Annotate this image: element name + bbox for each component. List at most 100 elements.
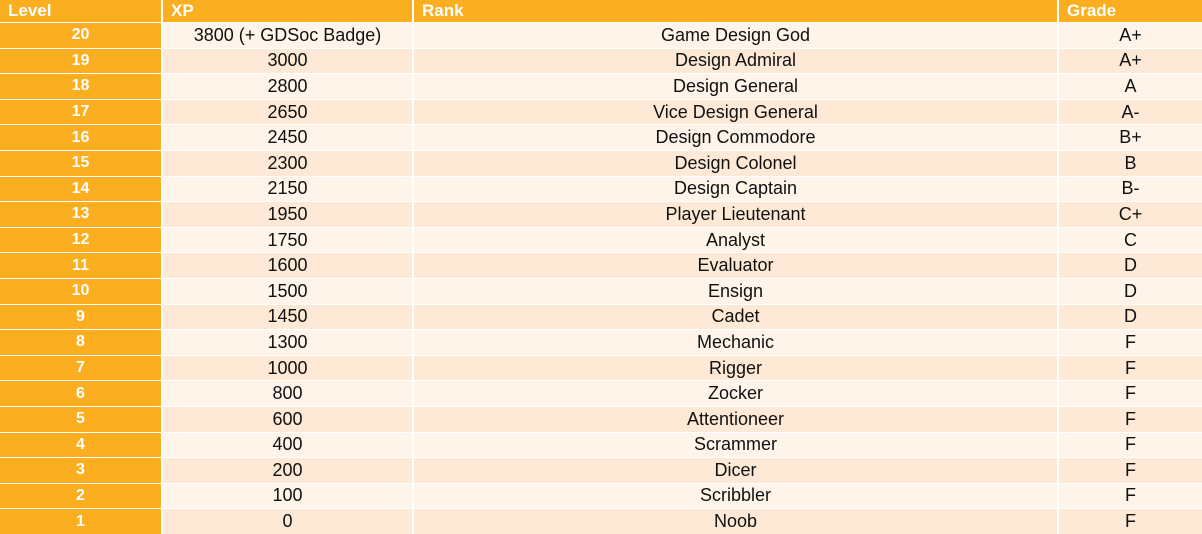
table-row: 19 3000 Design Admiral A+ — [0, 47, 1202, 74]
cell-xp: 2150 — [163, 176, 414, 202]
cell-grade: C+ — [1118, 203, 1143, 224]
cell-rank: Design Commodore — [414, 125, 1059, 150]
cell-xp: 1000 — [163, 355, 414, 381]
cell-rank: Vice Design General — [414, 99, 1059, 125]
table-row: 1 0 Noob F — [0, 508, 1202, 534]
cell-grade: C — [1124, 229, 1137, 250]
cell-grade: A+ — [1119, 24, 1142, 45]
header-grade: Grade — [1067, 1, 1117, 20]
cell-xp: 200 — [163, 458, 414, 483]
cell-xp: 2650 — [163, 99, 414, 125]
cell-level: 12 — [0, 227, 163, 253]
cell-grade: B — [1124, 152, 1137, 173]
cell-rank: Design General — [414, 74, 1059, 99]
cell-rank: Scrammer — [414, 432, 1059, 458]
cell-xp: 1500 — [163, 278, 414, 304]
cell-grade: D — [1124, 280, 1137, 301]
cell-level: 10 — [0, 278, 163, 304]
cell-rank: Zocker — [414, 381, 1059, 406]
cell-rank: Evaluator — [414, 253, 1059, 278]
table-row: 2 100 Scribbler F — [0, 482, 1202, 509]
cell-grade: A — [1124, 75, 1137, 96]
cell-level: 5 — [0, 406, 163, 432]
cell-rank: Ensign — [414, 278, 1059, 304]
cell-level: 1 — [0, 509, 163, 534]
cell-level: 17 — [0, 99, 163, 125]
header-level: Level — [0, 0, 163, 22]
cell-grade: F — [1125, 511, 1136, 532]
table-row: 5 600 Attentioneer F — [0, 405, 1202, 432]
cell-xp: 1300 — [163, 330, 414, 355]
cell-rank: Analyst — [414, 227, 1059, 253]
cell-rank: Design Admiral — [414, 48, 1059, 74]
table-row: 4 400 Scrammer F — [0, 431, 1202, 458]
table-row: 10 1500 Ensign D — [0, 277, 1202, 304]
cell-rank: Player Lieutenant — [414, 202, 1059, 227]
cell-xp: 3000 — [163, 48, 414, 74]
table-row: 13 1950 Player Lieutenant C+ — [0, 201, 1202, 227]
cell-level: 14 — [0, 176, 163, 202]
cell-xp: 1750 — [163, 227, 414, 253]
cell-xp: 1450 — [163, 304, 414, 330]
cell-level: 4 — [0, 432, 163, 458]
cell-grade: B- — [1121, 178, 1140, 199]
cell-level: 13 — [0, 202, 163, 227]
cell-level: 19 — [0, 48, 163, 74]
table-header: Level XP Rank Grade — [0, 0, 1202, 22]
cell-grade: D — [1124, 306, 1137, 327]
cell-level: 2 — [0, 483, 163, 509]
cell-rank: Scribbler — [414, 483, 1059, 509]
cell-level: 7 — [0, 355, 163, 381]
table-row: 7 1000 Rigger F — [0, 354, 1202, 381]
cell-xp: 1600 — [163, 253, 414, 278]
table-row: 8 1300 Mechanic F — [0, 329, 1202, 355]
cell-xp: 2300 — [163, 150, 414, 176]
cell-level: 9 — [0, 304, 163, 330]
table-row: 9 1450 Cadet D — [0, 303, 1202, 330]
header-xp: XP — [163, 0, 414, 22]
cell-xp: 3800 (+ GDSoc Badge) — [163, 23, 414, 48]
table-row: 6 800 Zocker F — [0, 380, 1202, 406]
cell-grade: F — [1125, 485, 1136, 506]
cell-xp: 2800 — [163, 74, 414, 99]
cell-level: 18 — [0, 74, 163, 99]
cell-rank: Attentioneer — [414, 406, 1059, 432]
table-row: 3 200 Dicer F — [0, 457, 1202, 483]
cell-rank: Game Design God — [414, 23, 1059, 48]
cell-xp: 1950 — [163, 202, 414, 227]
cell-level: 16 — [0, 125, 163, 150]
cell-grade: F — [1125, 434, 1136, 455]
cell-grade: A- — [1121, 101, 1140, 122]
table-row: 18 2800 Design General A — [0, 73, 1202, 99]
cell-rank: Noob — [414, 509, 1059, 534]
cell-rank: Cadet — [414, 304, 1059, 330]
cell-grade: F — [1125, 459, 1136, 480]
cell-xp: 400 — [163, 432, 414, 458]
table-row: 20 3800 (+ GDSoc Badge) Game Design God A+ — [0, 22, 1202, 48]
cell-rank: Rigger — [414, 355, 1059, 381]
cell-xp: 2450 — [163, 125, 414, 150]
cell-grade: F — [1125, 357, 1136, 378]
cell-rank: Design Captain — [414, 176, 1059, 202]
cell-grade: F — [1125, 383, 1136, 404]
cell-level: 20 — [0, 23, 163, 48]
cell-rank: Dicer — [414, 458, 1059, 483]
cell-rank: Design Colonel — [414, 150, 1059, 176]
table-row: 14 2150 Design Captain B- — [0, 175, 1202, 202]
cell-grade: D — [1124, 255, 1137, 276]
cell-grade: A+ — [1119, 50, 1142, 71]
table-row: 15 2300 Design Colonel B — [0, 149, 1202, 176]
table-row: 17 2650 Vice Design General A- — [0, 98, 1202, 125]
table-row: 11 1600 Evaluator D — [0, 252, 1202, 278]
table-row: 16 2450 Design Commodore B+ — [0, 124, 1202, 150]
cell-level: 6 — [0, 381, 163, 406]
cell-level: 3 — [0, 458, 163, 483]
cell-level: 11 — [0, 253, 163, 278]
cell-rank: Mechanic — [414, 330, 1059, 355]
table-row: 12 1750 Analyst C — [0, 226, 1202, 253]
cell-level: 8 — [0, 330, 163, 355]
cell-level: 15 — [0, 150, 163, 176]
cell-grade: B+ — [1119, 127, 1142, 148]
cell-xp: 800 — [163, 381, 414, 406]
